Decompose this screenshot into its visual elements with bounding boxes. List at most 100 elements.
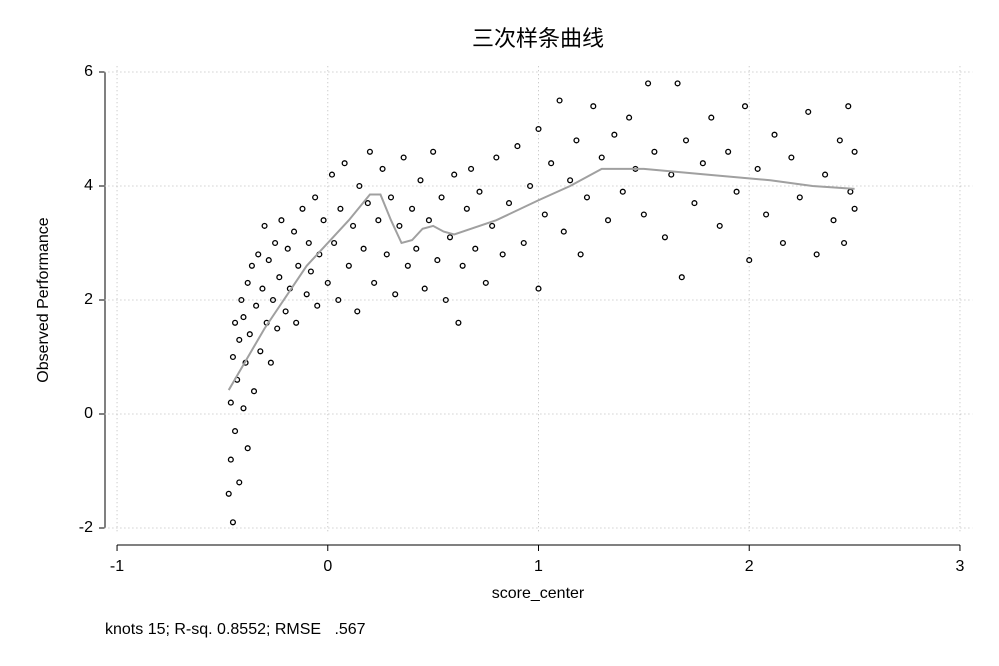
scatter-point bbox=[350, 222, 357, 229]
y-tick-label: 0 bbox=[84, 405, 93, 422]
scatter-point bbox=[227, 456, 234, 463]
note: knots 15; R-sq. 0.8552; RMSE .567 bbox=[105, 621, 366, 638]
scatter-point bbox=[248, 262, 255, 269]
scatter-point bbox=[324, 279, 331, 286]
scatter-point bbox=[813, 251, 820, 258]
scatter-point bbox=[830, 217, 837, 224]
scatter-point bbox=[238, 296, 245, 304]
scatter-point bbox=[716, 222, 723, 229]
scatter-point bbox=[267, 359, 274, 366]
x-tick-label: -1 bbox=[110, 558, 124, 575]
scatter-point bbox=[229, 353, 236, 361]
scatter-point bbox=[371, 279, 378, 286]
scatter-point bbox=[240, 314, 247, 321]
y-axis-label: Observed Performance bbox=[35, 217, 52, 383]
scatter-point bbox=[240, 405, 247, 412]
scatter-point bbox=[527, 182, 534, 190]
scatter-point bbox=[489, 222, 496, 229]
scatter-point bbox=[499, 251, 506, 258]
scatter-point bbox=[265, 257, 272, 264]
scatter-point bbox=[337, 205, 344, 212]
scatter-point bbox=[583, 194, 591, 201]
scatter-point bbox=[356, 182, 363, 190]
scatter-point bbox=[699, 160, 706, 167]
scatter-point bbox=[328, 171, 336, 178]
scatter-point bbox=[250, 388, 258, 395]
scatter-point bbox=[272, 239, 279, 247]
scatter-point bbox=[822, 171, 829, 178]
scatter-point bbox=[678, 274, 685, 281]
scatter-point bbox=[225, 490, 232, 497]
spline-line bbox=[227, 167, 855, 391]
scatter-point bbox=[246, 331, 253, 338]
scatter-point bbox=[320, 217, 327, 224]
scatter-point bbox=[438, 194, 445, 201]
chart-title: 三次样条曲线 bbox=[472, 26, 604, 51]
x-tick-label: 0 bbox=[323, 558, 332, 575]
scatter-point bbox=[520, 239, 527, 247]
scatter-point bbox=[434, 257, 441, 264]
y-tick-label: 4 bbox=[84, 177, 93, 194]
scatter-point bbox=[257, 348, 264, 355]
scatter-point bbox=[472, 245, 479, 252]
x-tick-label: 1 bbox=[534, 558, 543, 575]
scatter-point bbox=[291, 228, 298, 235]
scatter-point bbox=[560, 228, 567, 235]
scatter-point bbox=[682, 137, 690, 144]
scatter-point bbox=[626, 114, 633, 121]
scatter-point bbox=[548, 160, 555, 167]
scatter-point bbox=[741, 103, 749, 110]
scatter-point bbox=[733, 188, 740, 195]
scatter-point bbox=[771, 131, 778, 138]
x-axis-label: score_center bbox=[492, 585, 585, 602]
scatter-point bbox=[366, 148, 373, 155]
scatter-point bbox=[619, 188, 626, 195]
scatter-point bbox=[577, 251, 584, 258]
scatter-point bbox=[421, 285, 428, 292]
scatter-point bbox=[413, 245, 420, 252]
scatter-point bbox=[493, 154, 500, 161]
scatter-point bbox=[845, 103, 852, 110]
scatter-point bbox=[375, 217, 382, 224]
scatter-point bbox=[284, 245, 291, 252]
scatter-point bbox=[274, 325, 281, 332]
scatter-point bbox=[409, 205, 416, 212]
scatter-point bbox=[779, 239, 786, 247]
scatter-point bbox=[259, 285, 266, 292]
scatter-point bbox=[463, 205, 470, 212]
scatter-point bbox=[229, 519, 236, 526]
scatter-point bbox=[331, 239, 338, 247]
scatter-point bbox=[341, 160, 348, 167]
scatter-point bbox=[312, 194, 319, 201]
scatter-point bbox=[442, 296, 449, 304]
scatter-point bbox=[459, 262, 466, 269]
scatter-point bbox=[425, 217, 432, 224]
scatter-point bbox=[598, 154, 605, 161]
scatter-point bbox=[476, 188, 483, 195]
scatter-point bbox=[535, 125, 542, 133]
scatter-point bbox=[611, 131, 618, 138]
scatter-point bbox=[253, 302, 260, 309]
scatter-point bbox=[232, 428, 239, 435]
scatter-point bbox=[573, 137, 580, 144]
scatter-point bbox=[746, 257, 753, 264]
scatter-point bbox=[236, 479, 243, 486]
scatter-point bbox=[305, 239, 312, 247]
scatter-point bbox=[430, 148, 437, 155]
scatter-point bbox=[293, 319, 300, 326]
scatter-point bbox=[451, 171, 458, 178]
scatter-point bbox=[468, 165, 475, 172]
scatter-point bbox=[244, 445, 251, 452]
scatter-point bbox=[505, 200, 513, 207]
scatter-point bbox=[392, 291, 399, 298]
scatter-point bbox=[232, 319, 239, 326]
scatter-point bbox=[269, 296, 277, 304]
scatter-point bbox=[236, 336, 243, 343]
scatter-point bbox=[640, 211, 647, 218]
scatter-point bbox=[404, 262, 411, 269]
scatter-point bbox=[345, 262, 352, 269]
scatter-point bbox=[400, 154, 407, 161]
y-tick-label: 6 bbox=[84, 63, 93, 80]
scatter-point bbox=[314, 302, 321, 309]
